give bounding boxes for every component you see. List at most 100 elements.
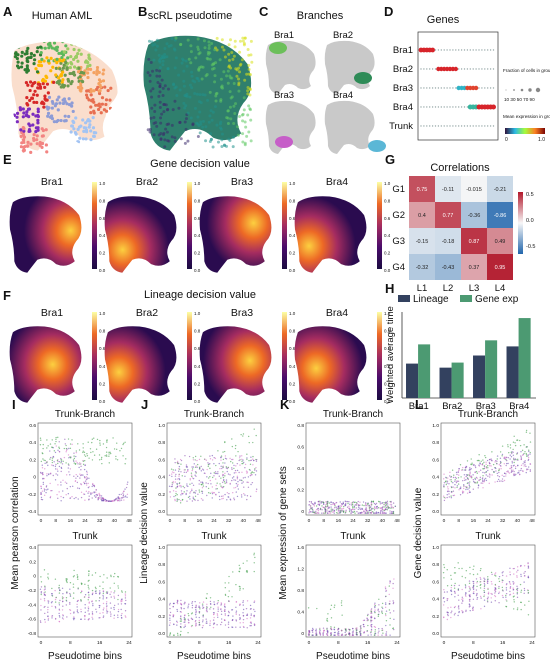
scatter-ytick: 0.4 bbox=[158, 475, 165, 481]
colorbar-tick: 0.8 bbox=[384, 329, 391, 334]
heatmap-cell bbox=[435, 228, 461, 254]
heatmap-cell-label: -0.86 bbox=[494, 213, 507, 219]
branch-map-2: Bra2 bbox=[324, 30, 375, 94]
gene-dv-colorbar-2: 1.0 0.8 0.6 0.4 0.2 0.0 bbox=[187, 181, 201, 273]
colorbar-tick: 0.6 bbox=[194, 346, 201, 351]
scatter-ytick: 0.2 bbox=[158, 492, 165, 498]
dotplot-row-label: Trunk bbox=[389, 121, 413, 132]
heatmap-cell-label: -0.21 bbox=[494, 187, 507, 193]
scatter-ytick: 0.0 bbox=[158, 509, 165, 515]
scatter-xlabel: Pseudotime bins bbox=[177, 651, 251, 662]
heatmap-col-label: L1 bbox=[417, 283, 428, 294]
colorbar-tick: 0.4 bbox=[289, 364, 296, 369]
heatmap-colorbar bbox=[518, 192, 523, 254]
heatmap-cell-label: 0.37 bbox=[469, 265, 480, 271]
scatter-xlabel: Pseudotime bins bbox=[451, 651, 525, 662]
colorbar-tick: 0.0 bbox=[194, 399, 201, 404]
scatter-ytick: 0.2 bbox=[297, 488, 304, 494]
scatter-ylabel: Mean pearson correlation bbox=[10, 476, 21, 589]
scatter-xtick: 48 bbox=[529, 518, 535, 524]
scatter-ytick: 0.2 bbox=[158, 614, 165, 620]
scatter-xtick: 16 bbox=[500, 640, 506, 646]
heatmap-cell bbox=[487, 254, 513, 280]
scatter-xtick: 16 bbox=[336, 518, 342, 524]
colorbar-tick: 0.8 bbox=[194, 329, 201, 334]
colorbar-tick: 0.4 bbox=[384, 364, 391, 369]
colorbar-tick: 1.0 bbox=[289, 181, 296, 186]
scatter-xlabel: Pseudotime bins bbox=[316, 651, 390, 662]
colorbar-tick: 0.6 bbox=[194, 216, 201, 221]
heatmap-cell-label: -0.015 bbox=[466, 187, 482, 193]
colorbar-tick: 0.4 bbox=[194, 364, 201, 369]
bar-category-label: Bra2 bbox=[442, 401, 462, 412]
scatter-top-title: Trunk-Branch bbox=[184, 409, 244, 420]
scatter-xtick: 0 bbox=[169, 640, 172, 646]
heatmap-cell bbox=[461, 254, 487, 280]
gene-dv-map-2 bbox=[104, 196, 177, 273]
scatter-ytick: -0.2 bbox=[28, 492, 37, 498]
heatmap-cell-label: 0.4 bbox=[418, 213, 426, 219]
lineage-dv-colorbar-3: 1.0 0.8 0.6 0.4 0.2 0.0 bbox=[282, 311, 296, 404]
panel-letter: G bbox=[385, 152, 395, 167]
scatter-xtick: 24 bbox=[529, 640, 535, 646]
scatter-xtick: 0 bbox=[169, 518, 172, 524]
legend-swatch-lineage bbox=[398, 295, 410, 302]
scatter-xtick: 24 bbox=[350, 518, 356, 524]
panel-c-title: Branches bbox=[297, 10, 344, 22]
branch-label: Bra3 bbox=[274, 90, 294, 101]
bar-gene-exp bbox=[418, 344, 431, 398]
legend-size-title: Fraction of cells in group (%) bbox=[503, 68, 550, 73]
panel-letter: I bbox=[12, 397, 16, 412]
heatmap-cell bbox=[409, 228, 435, 254]
gene-dv-label: Bra3 bbox=[231, 176, 253, 188]
colorbar-tick: 0.2 bbox=[99, 381, 106, 386]
scatter-xtick: 0 bbox=[308, 640, 311, 646]
scatter-xtick: 24 bbox=[485, 518, 491, 524]
heatmap-row-label: G3 bbox=[392, 236, 405, 247]
scatter-xtick: 40 bbox=[241, 518, 247, 524]
scatter-ytick: 0.2 bbox=[29, 559, 36, 565]
bar-category-label: Bra1 bbox=[409, 401, 429, 412]
colorbar-tick: 1.0 bbox=[194, 181, 201, 186]
scatter-xtick: 16 bbox=[226, 640, 232, 646]
lineage-dv-map-1 bbox=[9, 326, 82, 403]
lineage-dv-label: Bra4 bbox=[326, 307, 348, 319]
heatmap-cell-label: -0.32 bbox=[416, 265, 429, 271]
colorbar-tick: 1.0 bbox=[289, 311, 296, 316]
heatmap-cell bbox=[409, 176, 435, 202]
scatter-ylabel: Lineage decision value bbox=[139, 482, 150, 584]
scatter-ylabel: Mean expression of gene sets bbox=[278, 466, 289, 599]
colorbar-tick: 0.4 bbox=[384, 233, 391, 238]
scatter-xtick: 40 bbox=[515, 518, 521, 524]
scatter-L-trunk: 1.0 0.8 0.6 0.4 0.2 0.0 0 8 16 24 bbox=[432, 544, 536, 646]
scatter-ytick: 0.8 bbox=[432, 440, 439, 446]
panel-letter: E bbox=[3, 152, 12, 167]
colorbar-tick: 0.4 bbox=[99, 364, 106, 369]
scatter-xtick: 32 bbox=[97, 518, 103, 524]
gene-dv-colorbar-1: 1.0 0.8 0.6 0.4 0.2 0.0 bbox=[92, 181, 106, 273]
gene-dv-label: Bra1 bbox=[41, 176, 63, 188]
colorbar-tick: 0.0 bbox=[194, 268, 201, 273]
colorbar-tick: 1.0 bbox=[384, 311, 391, 316]
scatter-L-trunk-branch: 1.0 0.8 0.6 0.4 0.2 0.0 0 8 16 24 32 40 48 bbox=[432, 422, 536, 524]
scatter-ytick: -0.2 bbox=[28, 588, 37, 594]
heatmap-row-label: G1 bbox=[392, 184, 405, 195]
scatter-xtick: 8 bbox=[337, 640, 340, 646]
heatmap-cell-label: -0.11 bbox=[442, 187, 454, 193]
colorbar-tick: 0.8 bbox=[384, 198, 391, 203]
colorbar-tick: 0.2 bbox=[384, 381, 391, 386]
panel-letter: D bbox=[384, 4, 393, 19]
heatmap-cell bbox=[461, 228, 487, 254]
bar-lineage bbox=[473, 355, 486, 398]
heatmap-cell-label: 0.49 bbox=[495, 239, 506, 245]
heatmap-col-label: L4 bbox=[495, 283, 506, 294]
scatter-xtick: 16 bbox=[97, 640, 103, 646]
scatter-I-trunk: 0.40.20-0.2-0.4-0.6-0.80 8 16 24 bbox=[28, 544, 133, 646]
scatter-xtick: 32 bbox=[226, 518, 232, 524]
scatter-xtick: 24 bbox=[394, 640, 400, 646]
scatter-ytick: 0.8 bbox=[297, 588, 304, 594]
scatter-ytick: 1.2 bbox=[297, 567, 304, 573]
heatmap-colorbar-tick: -0.5 bbox=[526, 244, 535, 250]
scatter-xtick: 8 bbox=[472, 640, 475, 646]
umap-pseudotime bbox=[143, 35, 254, 151]
